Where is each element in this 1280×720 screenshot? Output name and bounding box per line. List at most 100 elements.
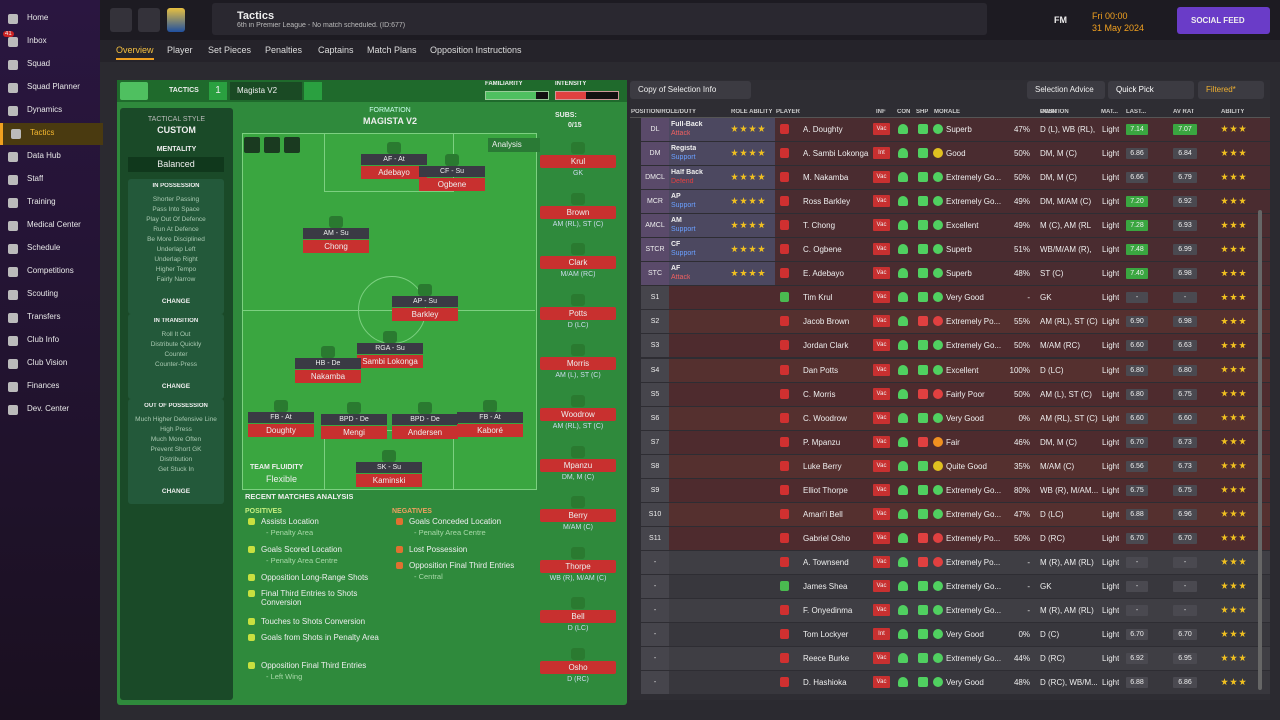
sidebar-item[interactable]: Dev. Center: [0, 399, 100, 421]
sub-name[interactable]: Mpanzu: [540, 458, 616, 472]
player-name[interactable]: T. Chong: [803, 221, 836, 231]
table-row[interactable]: [641, 430, 1270, 454]
column-header[interactable]: SHP: [916, 109, 929, 115]
player-name[interactable]: Tom Lockyer: [803, 630, 849, 640]
selection-advice-button[interactable]: Selection Advice: [1027, 81, 1105, 99]
style-value[interactable]: CUSTOM: [157, 125, 196, 135]
table-row[interactable]: [641, 238, 1270, 262]
copy-button[interactable]: Copy of Selection Info: [630, 81, 751, 99]
table-row[interactable]: [641, 550, 1270, 574]
player-name[interactable]: Elliot Thorpe: [803, 485, 848, 495]
player-name[interactable]: Ross Barkley: [803, 197, 851, 207]
tab[interactable]: Penalties: [265, 45, 303, 55]
table-row[interactable]: [641, 671, 1270, 695]
player-card[interactable]: RGA - Su Sambi Lokonga: [357, 343, 423, 369]
sub-name[interactable]: Krul: [540, 155, 616, 168]
sub-name[interactable]: Morris: [540, 357, 616, 371]
pitch-tool[interactable]: [264, 137, 280, 153]
player-name[interactable]: M. Nakamba: [803, 173, 849, 183]
table-row[interactable]: [641, 647, 1270, 671]
table-row[interactable]: [641, 406, 1270, 430]
player-name[interactable]: C. Woodrow: [803, 413, 847, 423]
player-card[interactable]: BPD - De Andersen: [392, 414, 458, 440]
change-button[interactable]: CHANGE: [161, 383, 191, 390]
player-card[interactable]: AF - At Adebayo: [361, 154, 427, 180]
change-button[interactable]: CHANGE: [161, 488, 191, 495]
sidebar-item[interactable]: Dynamics: [0, 100, 100, 122]
sidebar-item[interactable]: Squad: [0, 54, 100, 76]
sub-name[interactable]: Woodrow: [540, 408, 616, 421]
table-row[interactable]: [641, 382, 1270, 406]
table-row[interactable]: [641, 623, 1270, 647]
pitch-tool[interactable]: [284, 137, 300, 153]
table-row[interactable]: [641, 214, 1270, 238]
sidebar-item[interactable]: Home: [0, 8, 100, 30]
nav-button[interactable]: [138, 8, 160, 32]
sidebar-item[interactable]: Training: [0, 192, 100, 214]
back-button[interactable]: [120, 82, 148, 100]
player-card[interactable]: SK - Su Kaminski: [356, 462, 422, 488]
player-name[interactable]: Jordan Clark: [803, 341, 849, 351]
table-row[interactable]: [641, 358, 1270, 382]
sidebar-item[interactable]: Staff: [0, 169, 100, 191]
player-name[interactable]: A. Doughty: [803, 125, 843, 134]
player-name[interactable]: Amari'i Bell: [803, 509, 843, 519]
column-header[interactable]: MORALE: [934, 109, 960, 115]
player-name[interactable]: F. Onyedinma: [803, 606, 853, 615]
player-name[interactable]: A. Townsend: [803, 557, 849, 567]
table-row[interactable]: [641, 334, 1270, 358]
tab[interactable]: Match Plans: [367, 45, 417, 55]
table-row[interactable]: [641, 454, 1270, 478]
player-name[interactable]: Gabriel Osho: [803, 533, 851, 543]
add-tactic-button[interactable]: [304, 82, 322, 100]
pitch-tool[interactable]: [244, 137, 260, 153]
table-row[interactable]: [641, 118, 1270, 141]
player-card[interactable]: CF - Su Ogbene: [419, 166, 485, 192]
player-name[interactable]: C. Morris: [803, 389, 836, 399]
sidebar-item[interactable]: Schedule: [0, 238, 100, 260]
sub-name[interactable]: Thorpe: [540, 559, 616, 573]
table-row[interactable]: [641, 478, 1270, 502]
table-row[interactable]: [641, 190, 1270, 214]
sidebar-item[interactable]: Club Vision: [0, 353, 100, 375]
sidebar-item[interactable]: Club Info: [0, 330, 100, 352]
column-header[interactable]: POSITION/ROLE/DUTY: [631, 109, 697, 115]
tab[interactable]: Opposition Instructions: [430, 45, 522, 55]
sub-name[interactable]: Osho: [540, 661, 616, 674]
nav-button[interactable]: [110, 8, 132, 32]
sub-name[interactable]: Potts: [540, 306, 616, 320]
sidebar-item[interactable]: Medical Center: [0, 215, 100, 237]
sub-name[interactable]: Bell: [540, 610, 616, 624]
player-name[interactable]: James Shea: [803, 581, 848, 591]
sidebar-item[interactable]: Scouting: [0, 284, 100, 306]
table-row[interactable]: [641, 286, 1270, 310]
sub-name[interactable]: Berry: [540, 509, 616, 523]
player-name[interactable]: P. Mpanzu: [803, 437, 841, 447]
player-name[interactable]: Luke Berry: [803, 461, 842, 471]
table-row[interactable]: [641, 502, 1270, 526]
sidebar-item[interactable]: Inbox: [0, 31, 100, 53]
player-name[interactable]: C. Ogbene: [803, 245, 842, 255]
table-row[interactable]: [641, 166, 1270, 190]
sidebar-item[interactable]: Squad Planner: [0, 77, 100, 99]
analysis-title[interactable]: RECENT MATCHES ANALYSIS: [245, 492, 354, 501]
column-header[interactable]: GWIN: [1040, 109, 1057, 115]
player-card[interactable]: AM - Su Chong: [303, 228, 369, 254]
player-card[interactable]: FB - At Kaboré: [457, 412, 523, 438]
player-card[interactable]: AP - Su Barkley: [392, 296, 458, 322]
column-header[interactable]: CON: [897, 109, 911, 115]
player-name[interactable]: D. Hashioka: [803, 678, 847, 688]
column-header[interactable]: MAT...: [1101, 109, 1118, 115]
tab[interactable]: Player: [167, 45, 193, 55]
sidebar-item[interactable]: Finances: [0, 376, 100, 398]
mentality-select[interactable]: Balanced: [128, 157, 224, 172]
player-card[interactable]: BPD - De Mengi: [321, 414, 387, 440]
tactic-name-select[interactable]: Magista V2: [230, 82, 302, 100]
change-button[interactable]: CHANGE: [161, 298, 191, 305]
player-card[interactable]: FB - At Doughty: [248, 412, 314, 438]
sidebar-item[interactable]: Data Hub: [0, 146, 100, 168]
column-header[interactable]: ROLE ABILITY: [731, 109, 773, 115]
column-header[interactable]: PLAYER: [776, 109, 800, 115]
column-header[interactable]: POSITION: [1040, 109, 1069, 115]
tab[interactable]: Set Pieces: [208, 45, 252, 55]
